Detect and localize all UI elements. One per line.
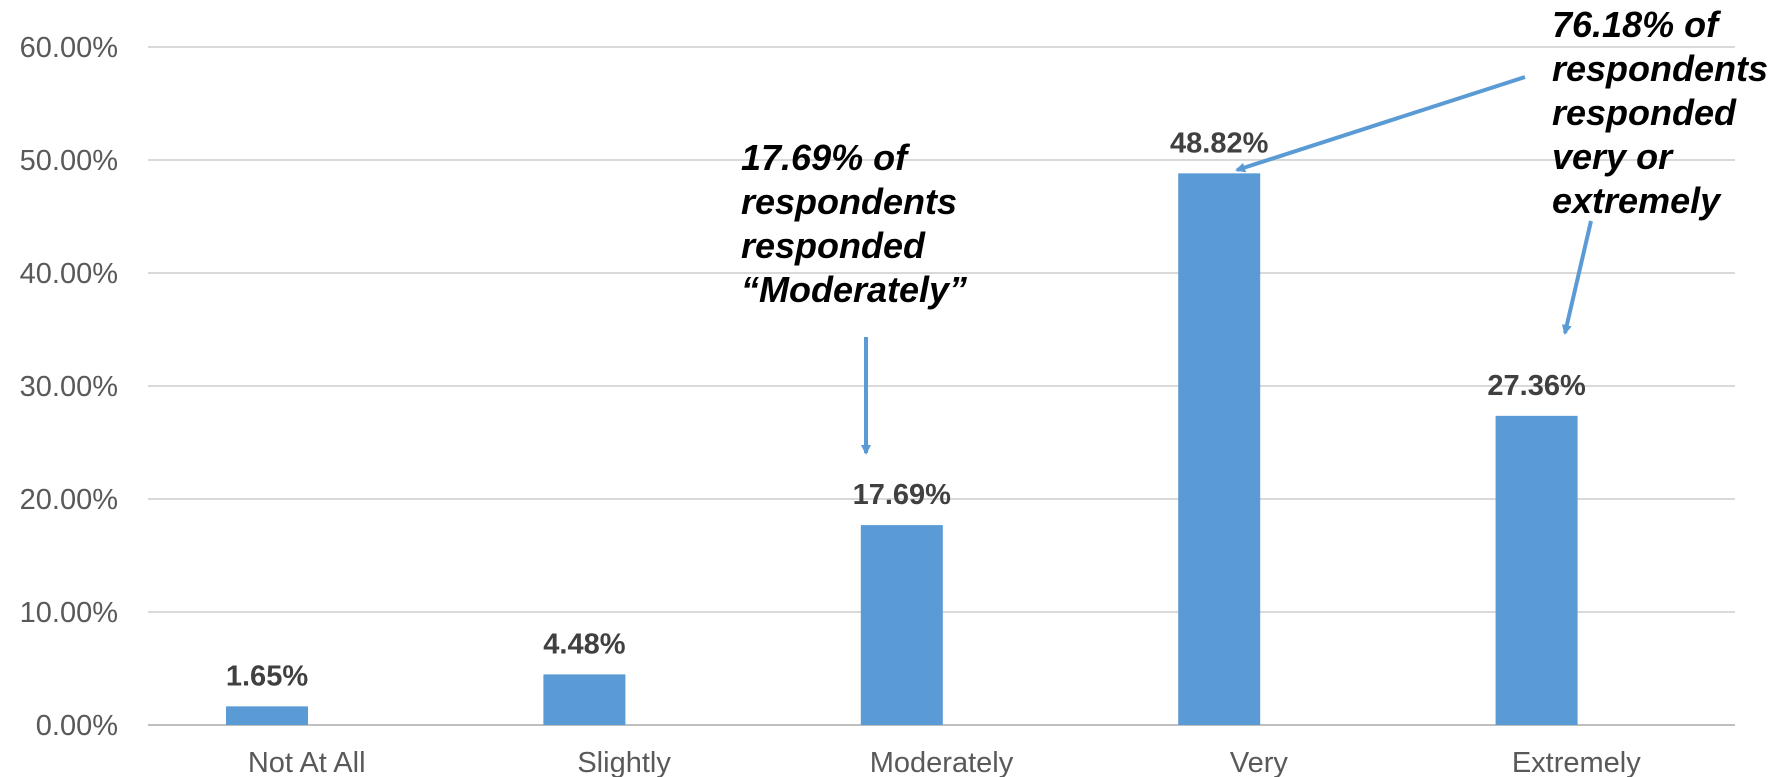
bar-very: [1178, 173, 1261, 726]
data-label: 27.36%: [1487, 370, 1586, 402]
x-tick-label: Extremely: [1512, 747, 1641, 777]
y-tick-label: 20.00%: [20, 484, 118, 516]
y-tick-label: 0.00%: [36, 710, 118, 742]
y-tick-label: 60.00%: [20, 32, 118, 64]
gridlines: [148, 46, 1735, 726]
y-axis-ticks: 0.00% 10.00% 20.00% 30.00% 40.00% 50.00% 60.00…: [20, 32, 118, 742]
y-tick-label: 50.00%: [20, 145, 118, 177]
arrow-extremely: [1561, 220, 1593, 335]
y-tick-label: 10.00%: [20, 597, 118, 629]
data-label: 1.65%: [226, 660, 308, 692]
bars: [226, 173, 1578, 726]
x-axis-ticks: Not At All Slightly Moderately Very Extremel…: [248, 747, 1641, 777]
data-label: 48.82%: [1170, 127, 1269, 159]
data-label: 4.48%: [543, 628, 625, 660]
x-tick-label: Moderately: [870, 747, 1014, 777]
y-tick-label: 40.00%: [20, 258, 118, 290]
bar-slightly: [543, 674, 626, 725]
y-tick-label: 30.00%: [20, 371, 118, 403]
arrow-very: [1235, 75, 1526, 173]
annotation-arrows: [861, 75, 1593, 455]
x-tick-label: Not At All: [248, 747, 366, 777]
x-tick-label: Very: [1230, 747, 1289, 777]
data-label: 17.69%: [853, 479, 952, 511]
bar-moderately: [860, 525, 943, 725]
bar-extremely: [1495, 415, 1578, 725]
x-tick-label: Slightly: [577, 747, 671, 777]
bar-not-at-all: [226, 706, 308, 725]
annotation-moderately: 17.69% of respondents responded “Moderat…: [741, 137, 968, 310]
annotation-very-extremely: 76.18% of respondents responded very or …: [1552, 4, 1769, 221]
data-labels: 1.65% 4.48% 17.69% 48.82% 27.36%: [226, 127, 1586, 692]
